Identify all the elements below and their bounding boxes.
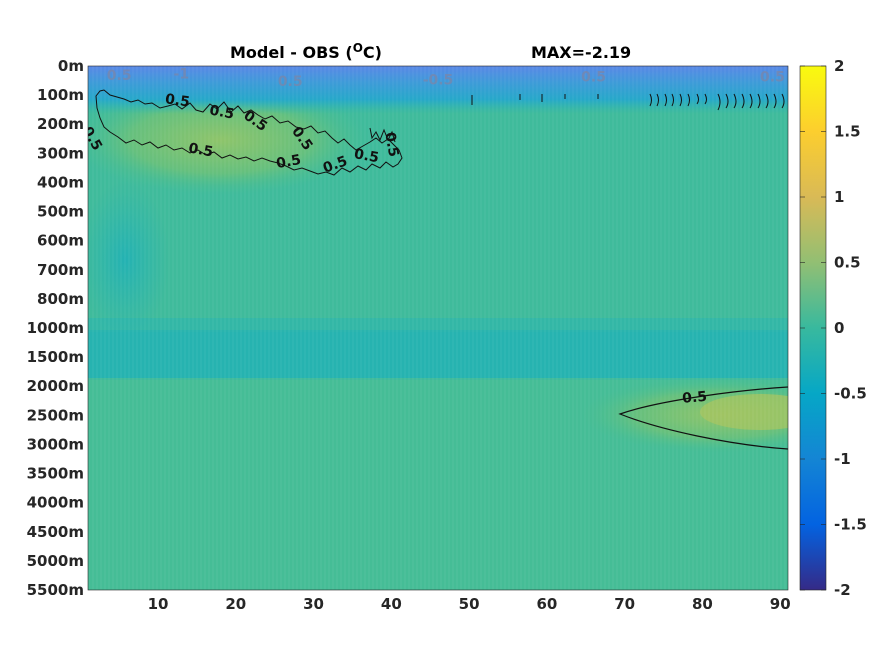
surface-contour-label: 0.5 — [581, 70, 606, 86]
contour-label: 0.5 — [187, 140, 214, 160]
y-tick-label: 700m — [37, 261, 84, 279]
y-tick-label: 4500m — [27, 523, 84, 541]
x-axis-ticks: 10 20 30 40 50 60 70 80 90 — [148, 595, 791, 613]
x-tick-label: 20 — [225, 595, 246, 613]
colorbar-tick-label: 0.5 — [834, 254, 861, 272]
surface-noise-contours — [471, 93, 785, 111]
colorbar-tick-label: 1 — [834, 188, 844, 206]
y-tick-label: 1500m — [27, 348, 84, 366]
chart-title: Model - OBS (OC) — [230, 41, 382, 62]
x-tick-label: 40 — [381, 595, 402, 613]
x-tick-label: 70 — [614, 595, 635, 613]
contour-label: 0.5 — [164, 91, 191, 110]
noise-contour — [471, 94, 599, 105]
noise-contour — [649, 93, 707, 107]
contour-line-deep — [618, 386, 788, 450]
surface-contour-label: 0.5 — [107, 68, 132, 84]
y-tick-label: 2000m — [27, 377, 84, 395]
contour-line-upper — [95, 89, 403, 176]
surface-contour-label: -1 — [174, 67, 190, 83]
x-tick-label: 90 — [770, 595, 791, 613]
colorbar-tick-label: -1.5 — [834, 516, 867, 534]
colorbar-tick-label: 0 — [834, 319, 844, 337]
y-tick-label: 4000m — [27, 494, 84, 512]
noise-contour — [717, 93, 785, 111]
y-tick-label: 3500m — [27, 465, 84, 483]
colorbar-ticks: 2 1.5 1 0.5 0 -0.5 -1 -1.5 -2 — [800, 57, 867, 599]
y-tick-label: 0m — [58, 57, 84, 75]
x-tick-label: 10 — [148, 595, 169, 613]
y-tick-label: 3000m — [27, 435, 84, 453]
y-axis-ticks: 0m 100m 200m 300m 400m 500m 600m 700m 800m 1000m 1… — [27, 57, 84, 599]
x-tick-label: 80 — [692, 595, 713, 613]
max-label: MAX=-2.19 — [531, 43, 631, 62]
surface-contour-label: 0.5 — [760, 70, 785, 86]
colorbar-tick-label: 2 — [834, 57, 844, 75]
chart-title-text: Model - OBS ( — [230, 43, 353, 62]
contour-label: 0.5 — [208, 103, 235, 123]
y-tick-label: 2500m — [27, 406, 84, 424]
plot-frame — [87, 65, 789, 591]
heatmap-column-texture — [88, 66, 788, 590]
x-tick-label: 50 — [459, 595, 480, 613]
y-tick-label: 400m — [37, 173, 84, 191]
y-tick-label: 5000m — [27, 552, 84, 570]
y-tick-label: 5500m — [27, 581, 84, 599]
colorbar-tick-label: -0.5 — [834, 385, 867, 403]
x-tick-label: 60 — [536, 595, 557, 613]
chart-title-unit-suffix: C) — [363, 43, 382, 62]
y-tick-label: 600m — [37, 232, 84, 250]
x-tick-label: 30 — [303, 595, 324, 613]
heatmap-plot-area: 0.5 -1 0.5 -0.5 0.5 0.5 0.50.50.5 0.50.50.50.5… — [88, 66, 788, 590]
contour-line-upper-inner — [369, 127, 396, 143]
y-tick-label: 500m — [37, 203, 84, 221]
y-tick-label: 800m — [37, 290, 84, 308]
contour-label: 0.5 — [321, 153, 350, 177]
colorbar-tick-label: 1.5 — [834, 123, 861, 141]
y-tick-label: 300m — [37, 144, 84, 162]
contour-label: 0.5 — [682, 389, 708, 407]
colorbar-tick-label: -2 — [834, 581, 851, 599]
chart-title-unit-superscript: O — [353, 41, 363, 55]
surface-contour-labels: 0.5 -1 0.5 -0.5 0.5 0.5 — [107, 67, 785, 90]
surface-contour-label: 0.5 — [278, 74, 303, 90]
contour-label: 0.5 — [381, 131, 401, 158]
surface-contour-label: -0.5 — [423, 73, 454, 89]
y-tick-label: 1000m — [27, 319, 84, 337]
colorbar-tick-label: -1 — [834, 450, 851, 468]
y-tick-label: 200m — [37, 115, 84, 133]
y-tick-label: 100m — [37, 86, 84, 104]
contour-label: 0.5 — [275, 152, 302, 172]
contour-label: 0.5 — [353, 146, 380, 166]
